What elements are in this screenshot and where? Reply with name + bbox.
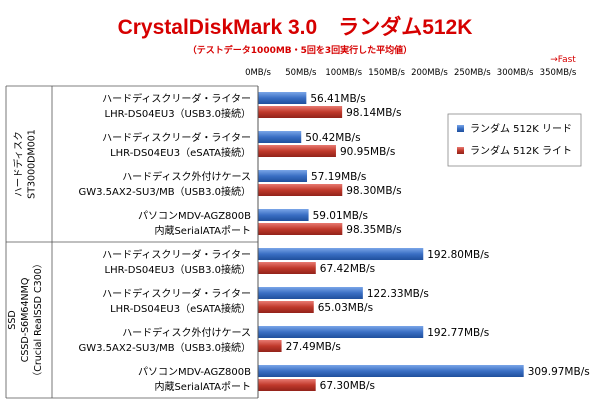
bar-write — [258, 301, 314, 313]
group-label: CSSD-S6M64NMQ — [20, 278, 31, 363]
category-label-line2: 内蔵SerialATAポート — [154, 224, 251, 237]
bars — [258, 92, 524, 391]
data-label-read: 57.19MB/s — [311, 171, 366, 183]
legend: ランダム 512K リード ランダム 512K ライト — [447, 113, 582, 167]
bar-write — [258, 262, 316, 274]
x-tick-label: 250MB/s — [454, 68, 491, 78]
legend-swatch-write — [457, 147, 464, 154]
group-label: ハードディスク — [13, 131, 25, 197]
category-label-line1: ハードディスクリーダ・ライター — [102, 92, 251, 105]
bar-read — [258, 170, 308, 182]
category-label-line1: ハードディスク外付けケース — [122, 170, 251, 183]
category-label-line1: パソコンMDV-AGZ800B — [138, 366, 251, 378]
bar-read — [258, 287, 363, 299]
category-label-line2: GW3.5AX2-SU3/MB（USB3.0接続） — [78, 185, 251, 198]
data-label-read: 122.33MB/s — [367, 288, 429, 300]
category-label-line2: 内蔵SerialATAポート — [154, 380, 251, 393]
data-label-write: 65.03MB/s — [318, 302, 373, 314]
bar-write — [258, 223, 343, 235]
x-tick-label: 350MB/s — [540, 68, 577, 78]
category-label-line2: LHR-DS04EU3（eSATA接続） — [110, 302, 251, 315]
category-label-line1: ハードディスク外付けケース — [122, 326, 251, 339]
legend-label-read: ランダム 512K リード — [470, 122, 572, 135]
category-label-line1: ハードディスクリーダ・ライター — [102, 248, 251, 261]
data-label-read: 192.77MB/s — [427, 327, 489, 339]
group-label: SSD — [7, 310, 18, 329]
fast-label: →Fast — [550, 55, 576, 65]
bar-read — [258, 131, 302, 143]
category-label-line1: ハードディスクリーダ・ライター — [102, 287, 251, 300]
data-label-read: 192.80MB/s — [427, 249, 489, 261]
bar-read — [258, 92, 307, 104]
data-labels: 56.41MB/s 98.14MB/s 50.42MB/s 90.95MB/s 57.1… — [286, 93, 590, 392]
group-label: ST3000DM001 — [27, 129, 38, 199]
legend-label-write: ランダム 512K ライト — [470, 144, 572, 157]
bar-read — [258, 326, 424, 338]
data-label-read: 56.41MB/s — [310, 93, 365, 105]
x-tick-label: 300MB/s — [497, 68, 534, 78]
bar-write — [258, 184, 343, 196]
x-tick-label: 50MB/s — [285, 68, 317, 78]
data-label-write: 90.95MB/s — [340, 146, 395, 158]
data-label-write: 98.35MB/s — [346, 224, 401, 236]
data-label-read: 59.01MB/s — [313, 210, 368, 222]
legend-swatch-read — [457, 125, 464, 132]
data-label-read: 309.97MB/s — [528, 366, 590, 378]
group-label: （Crucial RealSSD C300） — [32, 259, 44, 382]
x-tick-label: 100MB/s — [325, 68, 362, 78]
category-label-line2: LHR-DS04EU3（USB3.0接続） — [105, 263, 251, 276]
bar-write — [258, 106, 343, 118]
bar-read — [258, 365, 524, 377]
x-axis-ticks: 0MB/s 50MB/s 100MB/s 150MB/s 200MB/s 250MB/s 3… — [245, 68, 577, 78]
chart-title: CrystalDiskMark 3.0 ランダム512K — [118, 15, 473, 39]
category-label-line2: GW3.5AX2-SU3/MB（USB3.0接続） — [78, 341, 251, 354]
x-tick-label: 0MB/s — [245, 68, 271, 78]
data-label-write: 67.42MB/s — [320, 263, 375, 275]
group-labels: ハードディスク ST3000DM001 SSD CSSD-S6M64NMQ （Cruci… — [5, 85, 258, 399]
bar-read — [258, 209, 309, 221]
bar-write — [258, 340, 282, 352]
category-label-line1: パソコンMDV-AGZ800B — [138, 210, 251, 222]
data-label-write: 98.30MB/s — [346, 185, 401, 197]
x-tick-label: 200MB/s — [411, 68, 448, 78]
bar-write — [258, 379, 316, 391]
category-labels: ハードディスクリーダ・ライター LHR-DS04EU3（USB3.0接続） ハードデ… — [78, 92, 251, 393]
bar-read — [258, 248, 424, 260]
x-tick-label: 150MB/s — [368, 68, 405, 78]
data-label-read: 50.42MB/s — [305, 132, 360, 144]
category-label-line1: ハードディスクリーダ・ライター — [102, 131, 251, 144]
data-label-write: 67.30MB/s — [320, 380, 375, 392]
category-label-line2: LHR-DS04EU3（eSATA接続） — [110, 146, 251, 159]
chart-subtitle: （テストデータ1000MB・5回を3回実行した平均値） — [188, 44, 412, 56]
data-label-write: 27.49MB/s — [286, 341, 341, 353]
bar-write — [258, 145, 336, 157]
legend-box — [447, 113, 582, 167]
category-label-line2: LHR-DS04EU3（USB3.0接続） — [105, 107, 251, 120]
data-label-write: 98.14MB/s — [346, 107, 401, 119]
